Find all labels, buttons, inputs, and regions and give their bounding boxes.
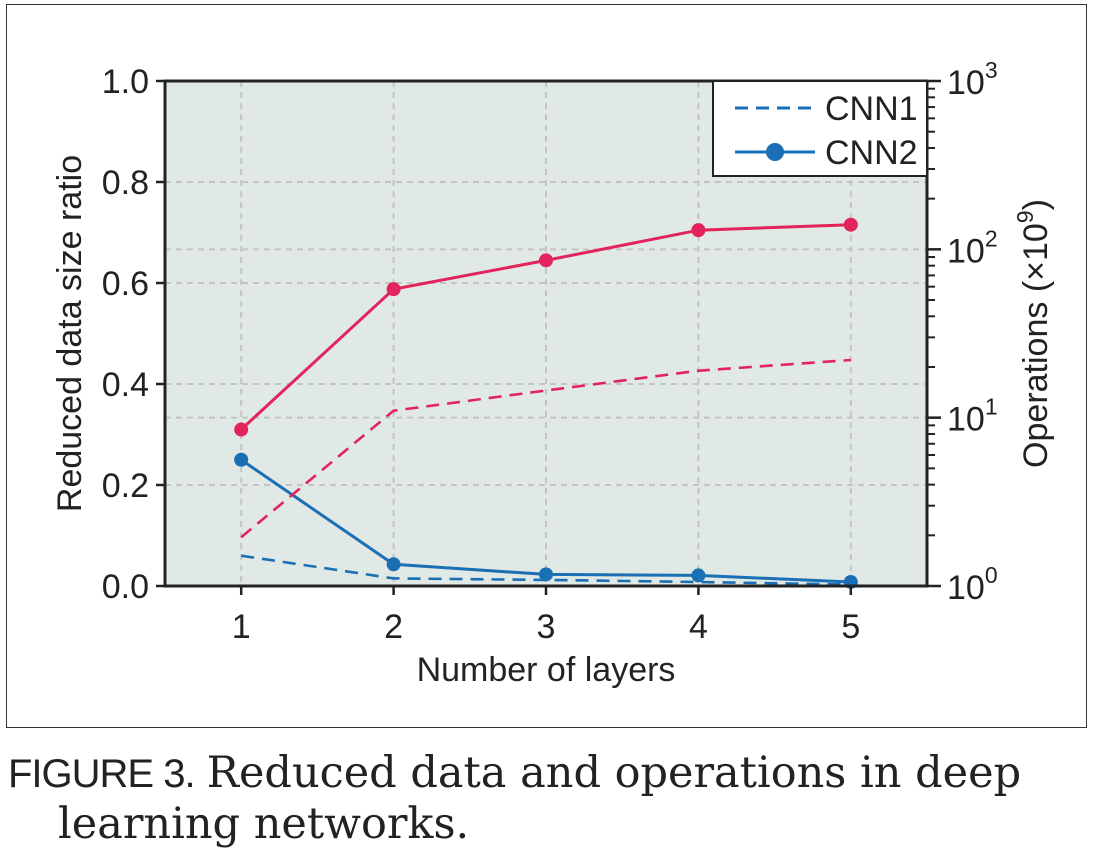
- figure-label: FIGURE 3.: [8, 752, 196, 796]
- caption-line-1: Reduced data and operations in deep: [206, 748, 1022, 798]
- y-left-tick-label: 0.2: [102, 467, 149, 505]
- y-left-tick-label: 0.6: [102, 265, 149, 303]
- y-right-tick-label: 101: [947, 394, 998, 439]
- legend-label: CNN1: [825, 90, 918, 128]
- y-right-tick-label: 102: [947, 225, 998, 270]
- legend: CNN1 CNN2: [712, 80, 928, 177]
- series-cnn1-operations-line: [240, 358, 851, 539]
- x-tick-label: 5: [841, 608, 860, 646]
- data-point: [843, 217, 858, 232]
- y-right-tick-label: 100: [947, 562, 998, 607]
- legend-item: CNN1: [735, 90, 918, 128]
- y-left-axis-title: Reduced data size ratio: [51, 155, 89, 512]
- x-tick-label: 1: [232, 608, 251, 646]
- y-left-tick-label: 1.0: [102, 63, 149, 101]
- y-left-tick-label: 0.0: [102, 568, 149, 606]
- legend-swatch-marker: [766, 143, 784, 161]
- data-point: [691, 568, 706, 583]
- series-cnn2-operations: [234, 217, 858, 437]
- data-point: [539, 567, 553, 582]
- figure-caption: FIGURE 3. Reduced data and operations in …: [8, 748, 1078, 849]
- x-tick-label: 2: [384, 608, 403, 646]
- data-point: [234, 422, 249, 437]
- figure-frame: 0.0 0.2 0.4 0.6 0.8 1.0 1 2 3 4 5 100 101 102 103 Reduc…: [6, 4, 1087, 728]
- dual-axis-line-chart: 0.0 0.2 0.4 0.6 0.8 1.0 1 2 3 4 5 100 101 102 103 Reduc…: [51, 57, 1055, 689]
- x-tick-label: 3: [537, 608, 556, 646]
- legend-label: CNN2: [825, 134, 918, 172]
- caption-line-2: learning networks.: [58, 799, 470, 849]
- data-point: [691, 223, 706, 238]
- data-point: [386, 557, 401, 572]
- legend-item: CNN2: [735, 134, 918, 172]
- y-left-tick-label: 0.8: [102, 164, 149, 202]
- data-point: [539, 253, 553, 268]
- data-point: [386, 282, 401, 297]
- y-left-tick-label: 0.4: [102, 366, 149, 404]
- x-tick-label: 4: [689, 608, 708, 646]
- series-cnn1-operations: [240, 358, 851, 539]
- legend-box: [712, 80, 928, 177]
- x-axis-title: Number of layers: [417, 651, 676, 689]
- y-right-tick-label: 103: [947, 57, 998, 102]
- y-right-axis-title: Operations (×109): [1012, 199, 1055, 468]
- data-point: [234, 452, 249, 467]
